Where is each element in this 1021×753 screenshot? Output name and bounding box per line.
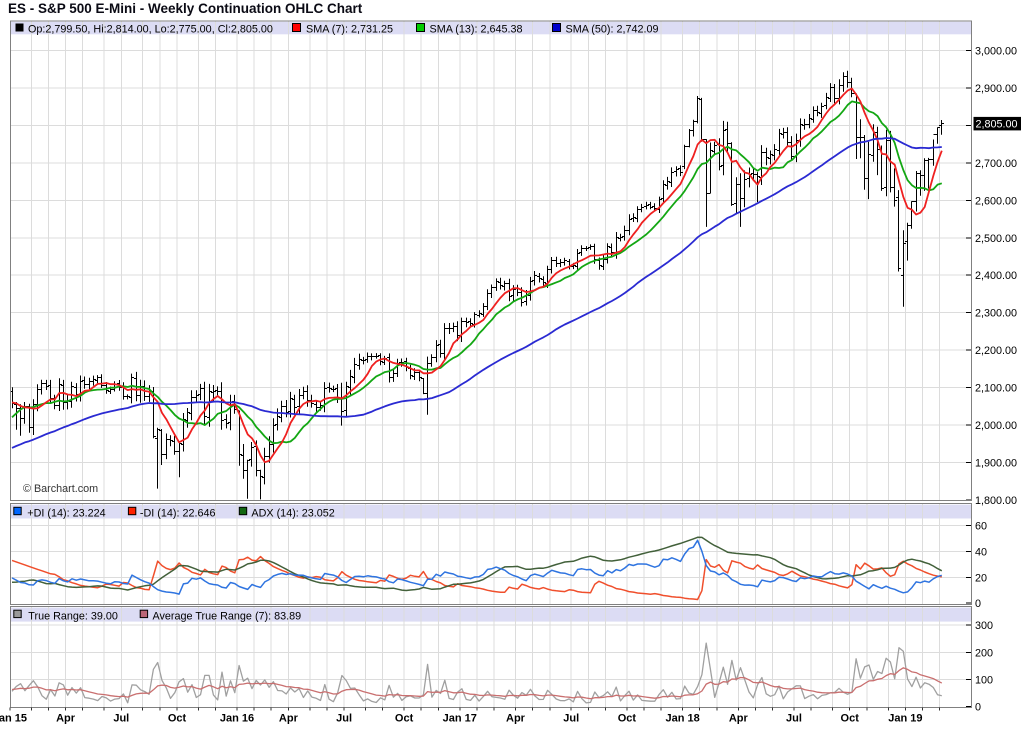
svg-text:2,100.00: 2,100.00 (975, 383, 1017, 395)
svg-text:0: 0 (975, 701, 981, 713)
svg-text:3,000.00: 3,000.00 (975, 45, 1017, 57)
svg-text:SMA (7): 2,731.25: SMA (7): 2,731.25 (306, 23, 393, 35)
svg-text:2,000.00: 2,000.00 (975, 420, 1017, 432)
svg-text:0: 0 (975, 598, 981, 610)
svg-text:20: 20 (975, 572, 987, 584)
svg-text:Apr: Apr (506, 713, 526, 725)
svg-text:40: 40 (975, 546, 987, 558)
svg-text:60: 60 (975, 520, 987, 532)
svg-text:Oct: Oct (395, 713, 414, 725)
svg-text:Jan 15: Jan 15 (0, 713, 27, 725)
svg-text:Jul: Jul (563, 713, 579, 725)
svg-text:Jan 18: Jan 18 (665, 713, 699, 725)
svg-text:2,805.00: 2,805.00 (976, 118, 1018, 130)
svg-text:2,200.00: 2,200.00 (975, 345, 1017, 357)
svg-text:Jan 19: Jan 19 (888, 713, 922, 725)
svg-text:Oct: Oct (841, 713, 860, 725)
svg-text:Apr: Apr (729, 713, 749, 725)
svg-text:Oct: Oct (618, 713, 637, 725)
svg-text:2,600.00: 2,600.00 (975, 195, 1017, 207)
svg-text:100: 100 (975, 674, 993, 686)
svg-text:+DI (14): 23.224: +DI (14): 23.224 (27, 507, 105, 519)
svg-text:Jul: Jul (336, 713, 352, 725)
svg-text:Op:2,799.50, Hi:2,814.00, Lo:2: Op:2,799.50, Hi:2,814.00, Lo:2,775.00, C… (28, 23, 273, 35)
svg-text:2,300.00: 2,300.00 (975, 308, 1017, 320)
svg-text:2,400.00: 2,400.00 (975, 270, 1017, 282)
svg-text:True Range: 39.00: True Range: 39.00 (28, 610, 118, 622)
svg-text:2,500.00: 2,500.00 (975, 233, 1017, 245)
svg-text:Apr: Apr (56, 713, 76, 725)
svg-text:SMA (13): 2,645.38: SMA (13): 2,645.38 (430, 23, 523, 35)
svg-text:ADX (14): 23.052: ADX (14): 23.052 (251, 507, 334, 519)
svg-text:1,800.00: 1,800.00 (975, 495, 1017, 507)
svg-text:Oct: Oct (168, 713, 187, 725)
svg-text:Jan 17: Jan 17 (443, 713, 477, 725)
svg-text:Jul: Jul (113, 713, 129, 725)
svg-text:300: 300 (975, 620, 993, 632)
svg-text:© Barchart.com: © Barchart.com (23, 483, 98, 495)
svg-text:2,700.00: 2,700.00 (975, 158, 1017, 170)
svg-text:1,900.00: 1,900.00 (975, 458, 1017, 470)
svg-text:Jan 16: Jan 16 (220, 713, 254, 725)
svg-text:ES - S&P 500 E-Mini - Weekly C: ES - S&P 500 E-Mini - Weekly Continuatio… (8, 1, 363, 16)
svg-text:200: 200 (975, 647, 993, 659)
svg-text:Jul: Jul (786, 713, 802, 725)
svg-text:2,900.00: 2,900.00 (975, 83, 1017, 95)
svg-text:-DI (14): 22.646: -DI (14): 22.646 (140, 507, 216, 519)
svg-text:SMA (50): 2,742.09: SMA (50): 2,742.09 (566, 23, 659, 35)
svg-text:Apr: Apr (279, 713, 299, 725)
svg-text:Average True Range (7): 83.89: Average True Range (7): 83.89 (153, 610, 302, 622)
